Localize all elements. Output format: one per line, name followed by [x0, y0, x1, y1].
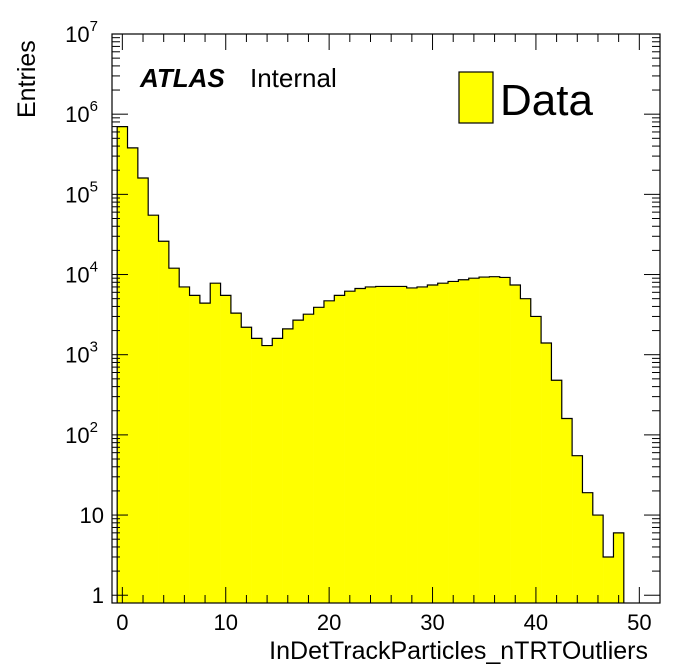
histogram-bar	[406, 287, 418, 603]
histogram-bar	[427, 285, 438, 603]
histogram-bar	[199, 303, 211, 603]
y-tick-label: 102	[65, 419, 98, 448]
legend-swatch	[458, 71, 494, 124]
histogram-bar	[499, 277, 511, 603]
histogram-bar	[282, 328, 294, 603]
histogram-bar	[417, 286, 428, 603]
histogram-bar	[365, 286, 376, 603]
y-tick-labels: 1 10 102 103 104 105 106 107	[65, 18, 104, 608]
histogram-bar	[541, 342, 552, 603]
histogram-bar	[510, 285, 521, 603]
histogram-bar	[303, 314, 314, 603]
x-tick-label: 50	[627, 610, 651, 635]
histogram-bar	[117, 126, 128, 603]
x-tick-label: 20	[317, 610, 341, 635]
histogram-bar	[230, 313, 242, 603]
histogram-bar	[313, 307, 325, 603]
y-tick-label: 1	[92, 583, 104, 608]
histogram-bar	[344, 291, 356, 603]
histogram-bar	[323, 300, 335, 603]
histogram-bar	[437, 283, 449, 603]
y-tick-label: 105	[65, 178, 98, 207]
histogram-bar	[168, 268, 180, 603]
histogram-bar	[127, 147, 139, 604]
histogram-bar	[386, 286, 397, 603]
histogram-bars	[117, 126, 625, 604]
plot-frame	[111, 33, 661, 604]
legend-label: Data	[500, 76, 593, 125]
histogram-bar	[179, 286, 190, 603]
internal-label: Internal	[250, 63, 337, 93]
histogram-bar	[479, 277, 490, 603]
histogram-bar	[458, 279, 470, 603]
histogram-bar	[148, 215, 159, 603]
x-tick-label: 30	[420, 610, 444, 635]
y-tick-label: 104	[65, 259, 98, 288]
histogram-bar	[354, 288, 366, 603]
y-tick-label: 106	[65, 98, 98, 127]
histogram-bar	[489, 276, 501, 603]
y-tick-label: 10	[80, 503, 104, 528]
histogram-bar	[334, 295, 345, 603]
histogram-bar	[603, 556, 614, 603]
histogram-outline	[116, 125, 625, 603]
x-tick-label: 40	[524, 610, 548, 635]
histogram-bar	[592, 515, 604, 603]
histogram-bar	[448, 281, 459, 603]
y-tick-label: 103	[65, 339, 98, 368]
x-tick-label: 10	[213, 610, 237, 635]
histogram-bar	[158, 241, 170, 604]
histogram-bar	[582, 492, 594, 603]
histogram-bar	[292, 320, 304, 603]
histogram-bar	[520, 298, 532, 603]
y-axis-title: Entries	[13, 40, 41, 118]
x-tick-labels: 0 10 20 30 40 50	[116, 610, 651, 635]
atlas-label: ATLAS	[139, 63, 225, 93]
histogram-bar	[220, 295, 232, 603]
histogram-bar	[241, 327, 252, 603]
histogram-bar	[468, 278, 480, 603]
histogram-bar	[572, 455, 583, 603]
histogram-bar	[613, 532, 625, 603]
x-axis-title: InDetTrackParticles_nTRTOutliers	[269, 637, 648, 665]
x-tick-label: 0	[116, 610, 128, 635]
histogram-bar	[189, 295, 201, 603]
histogram-bar	[210, 283, 221, 603]
histogram-bar	[261, 345, 273, 603]
histogram-bar	[530, 316, 542, 603]
histogram-bar	[551, 380, 563, 603]
histogram-bar	[375, 286, 387, 603]
histogram-bar	[396, 286, 407, 603]
histogram-bar	[561, 418, 573, 603]
histogram-bar	[272, 338, 283, 603]
histogram-bar	[137, 177, 149, 603]
histogram-bar	[251, 338, 263, 603]
axis-ticks	[112, 33, 660, 603]
y-tick-label: 107	[65, 18, 98, 47]
